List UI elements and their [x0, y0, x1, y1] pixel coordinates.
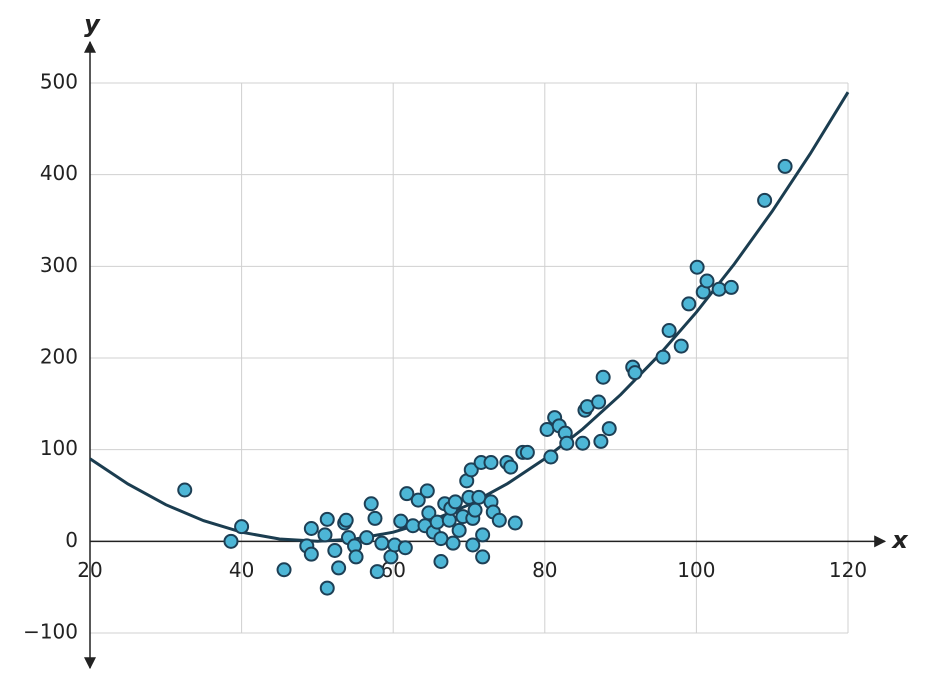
- y-tick-label: 500: [40, 70, 78, 94]
- data-point: [445, 535, 461, 551]
- data-point: [421, 505, 437, 521]
- data-point: [223, 533, 239, 549]
- data-point: [367, 510, 383, 526]
- data-point: [601, 421, 617, 437]
- x-axis-label: x: [891, 526, 909, 554]
- data-point: [711, 281, 727, 297]
- data-point: [543, 449, 559, 465]
- data-point: [465, 537, 481, 553]
- data-point: [348, 549, 364, 565]
- data-point: [655, 349, 671, 365]
- data-point: [331, 560, 347, 576]
- data-point: [593, 433, 609, 449]
- data-point: [433, 554, 449, 569]
- data-point: [483, 455, 499, 470]
- data-point: [595, 369, 611, 385]
- data-point: [303, 546, 319, 562]
- data-point: [374, 535, 390, 551]
- data-point: [661, 323, 677, 338]
- data-point: [559, 435, 575, 451]
- x-tick-label: 100: [677, 558, 715, 582]
- data-point: [338, 512, 354, 528]
- data-point: [410, 492, 426, 508]
- data-point: [399, 486, 415, 502]
- data-point: [475, 549, 491, 565]
- y-tick-label: 400: [40, 161, 78, 185]
- data-point: [539, 422, 555, 437]
- x-tick-label: 80: [532, 558, 557, 582]
- data-point: [405, 518, 421, 534]
- y-tick-label: −100: [23, 620, 78, 644]
- y-tick-label: 200: [40, 345, 78, 369]
- data-point: [177, 482, 193, 498]
- data-point: [433, 531, 449, 547]
- data-point: [757, 192, 773, 208]
- data-point: [627, 365, 643, 381]
- data-point: [234, 519, 250, 535]
- data-point: [451, 522, 467, 538]
- x-tick-label: 40: [229, 558, 254, 582]
- data-point: [319, 511, 335, 527]
- data-point: [503, 459, 519, 475]
- data-point: [317, 527, 333, 543]
- data-point: [363, 496, 379, 512]
- data-point: [276, 562, 292, 578]
- y-tick-label: 0: [65, 528, 78, 552]
- data-point: [777, 158, 793, 174]
- data-point: [689, 259, 705, 275]
- data-point: [507, 515, 523, 531]
- data-point: [319, 580, 335, 596]
- y-tick-label: 100: [40, 436, 78, 460]
- data-point: [369, 564, 385, 580]
- y-axis-label: y: [84, 10, 101, 38]
- data-point: [303, 521, 319, 536]
- data-point: [447, 494, 463, 510]
- data-point: [673, 338, 689, 354]
- data-point: [429, 514, 445, 530]
- data-point: [699, 273, 715, 289]
- data-point: [441, 512, 457, 528]
- data-point: [681, 296, 697, 312]
- data-point: [327, 543, 343, 558]
- x-tick-label: 120: [829, 558, 867, 582]
- data-point: [575, 435, 591, 451]
- data-point: [591, 394, 607, 410]
- data-point: [723, 279, 739, 295]
- data-point: [463, 462, 479, 478]
- data-point: [393, 513, 409, 529]
- data-point: [491, 512, 507, 528]
- data-point: [467, 502, 483, 518]
- y-tick-label: 300: [40, 253, 78, 277]
- data-point: [471, 489, 487, 505]
- data-point: [397, 540, 413, 556]
- data-point: [519, 444, 535, 460]
- data-point: [359, 530, 375, 546]
- data-point: [475, 527, 491, 543]
- data-point: [419, 483, 435, 499]
